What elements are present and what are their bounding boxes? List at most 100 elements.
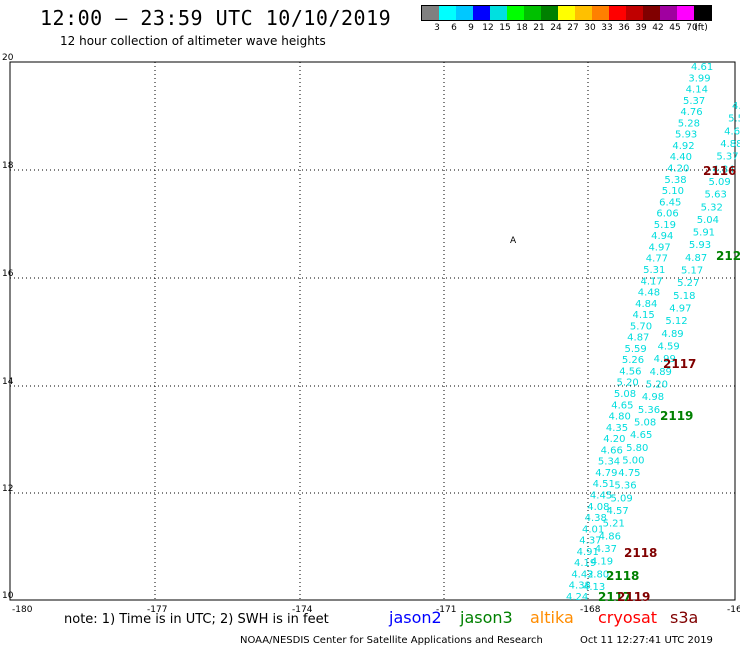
satellite-jason3: jason3 (460, 608, 513, 627)
wave-height-label: 4.48 (638, 288, 660, 299)
location-marker: A (510, 236, 517, 246)
legend-swatch (660, 6, 677, 20)
wave-height-label: 4.37 (595, 544, 617, 555)
legend-label: 12 (482, 23, 494, 33)
legend-swatch (643, 6, 660, 20)
pass-label: 2116 (703, 164, 736, 178)
wave-height-label: 5.70 (630, 321, 652, 332)
legend-label: 70 (686, 23, 698, 33)
wave-height-label: 5.36 (638, 405, 660, 416)
legend-swatch (541, 6, 558, 20)
wave-height-label: 4.99 (654, 354, 676, 365)
wave-height-label: 4.76 (680, 107, 702, 118)
y-tick-label: 14 (2, 377, 14, 387)
wave-height-label: 5.20 (617, 378, 639, 389)
wave-height-label: 4.35 (606, 423, 628, 434)
x-tick-label: -168 (580, 605, 601, 615)
wave-height-label: 5.34 (598, 457, 620, 468)
legend-label: 45 (669, 23, 681, 33)
legend-label: 21 (533, 23, 545, 33)
legend-swatch (677, 6, 694, 20)
y-tick-label: 16 (2, 269, 14, 279)
note-text: note: 1) Time is in UTC; 2) SWH is in fe… (64, 612, 329, 627)
wave-height-label: 4.66 (601, 445, 623, 456)
wave-height-label: 4.84 (635, 299, 657, 310)
wave-height-label: 4.65 (611, 400, 633, 411)
legend-label: 18 (516, 23, 528, 33)
wave-height-label: 4.98 (642, 392, 664, 403)
wave-height-label: 5.20 (646, 379, 668, 390)
legend-label: 36 (618, 23, 630, 33)
pass-label: 212 (716, 249, 740, 263)
wave-height-label: 5.18 (673, 291, 695, 302)
wave-height-label: 4.19 (591, 557, 613, 568)
wave-height-label: 5.09 (610, 493, 632, 504)
wave-height-label: 5.36 (614, 481, 636, 492)
x-tick-label: -177 (147, 605, 167, 615)
legend-label: 27 (567, 23, 579, 33)
pass-label: 2117 (663, 357, 696, 371)
wave-height-label: 3.80 (587, 569, 609, 580)
wave-height-label: 3.99 (688, 73, 710, 84)
wave-height-label: 5.37 (716, 152, 738, 163)
wave-height-label: 5.00 (622, 455, 644, 466)
wave-height-label: 5.19 (654, 220, 676, 231)
wave-height-label: 5.59 (625, 344, 647, 355)
wave-height-label: 4.42 (571, 569, 593, 580)
wave-height-label: 4.75 (618, 468, 640, 479)
credit-text: NOAA/NESDIS Center for Satellite Applica… (240, 635, 543, 646)
map-grid (10, 62, 735, 600)
wave-height-label: 5.09 (708, 177, 730, 188)
legend-swatch (507, 6, 524, 20)
satellite-cryosat: cryosat (598, 608, 658, 627)
wave-height-label: 6.06 (656, 209, 678, 220)
legend-swatch (473, 6, 490, 20)
wave-height-label: 4.01 (582, 524, 604, 535)
wave-height-label: 4.13 (583, 582, 605, 593)
pass-label: 2119 (617, 590, 650, 604)
wave-height-label: 4.57 (607, 506, 629, 517)
wave-height-label: 5.32 (701, 202, 723, 213)
legend-swatch (694, 6, 711, 20)
y-tick-label: 10 (2, 591, 14, 601)
legend-swatch (626, 6, 643, 20)
pass-label: 2118 (606, 569, 639, 583)
legend-labels: 3 6 9 12 15 18 21 24 27 30 33 36 39 42 45 70 (ft) (421, 21, 712, 33)
wave-height-label: 4.51 (732, 101, 740, 112)
x-tick-label: -171 (436, 605, 456, 615)
wave-height-label: 4.37 (579, 536, 601, 547)
wave-height-label: 5.28 (678, 118, 700, 129)
legend-swatch (592, 6, 609, 20)
wave-height-label: 4.84 (712, 164, 734, 175)
legend-swatch (422, 6, 439, 20)
wave-height-label: 4.65 (630, 430, 652, 441)
wave-height-label: 4.24 (566, 592, 588, 603)
wave-height-label: 4.91 (577, 547, 599, 558)
wave-height-label: 5.04 (697, 215, 719, 226)
wave-height-label: 4.87 (685, 253, 707, 264)
wave-height-label: 4.79 (595, 468, 617, 479)
wave-height-label: 5.50 (728, 114, 740, 125)
wave-height-label: 4.89 (661, 329, 683, 340)
pass-label: 2118 (624, 546, 657, 560)
wave-height-label: 5.26 (622, 355, 644, 366)
y-tick-label: 18 (2, 161, 14, 171)
map-frame (9, 61, 736, 601)
wave-height-label: 4.61 (691, 62, 713, 73)
legend-label: 9 (468, 23, 474, 33)
legend-label: 30 (584, 23, 596, 33)
wave-height-label: 5.08 (614, 389, 636, 400)
wave-height-label: 5.27 (677, 278, 699, 289)
wave-height-label: 4.38 (569, 581, 591, 592)
wave-height-label: 4.14 (686, 85, 708, 96)
map-subtitle: 12 hour collection of altimeter wave hei… (60, 34, 326, 48)
legend-swatches (421, 5, 712, 21)
legend-swatch (524, 6, 541, 20)
wave-height-label: 4.77 (646, 254, 668, 265)
pass-label: 2119 (660, 409, 693, 423)
legend-label: 33 (601, 23, 613, 33)
y-tick-label: 12 (2, 484, 13, 494)
wave-height-label: 4.56 (619, 366, 641, 377)
wave-height-label: 4.86 (599, 531, 621, 542)
